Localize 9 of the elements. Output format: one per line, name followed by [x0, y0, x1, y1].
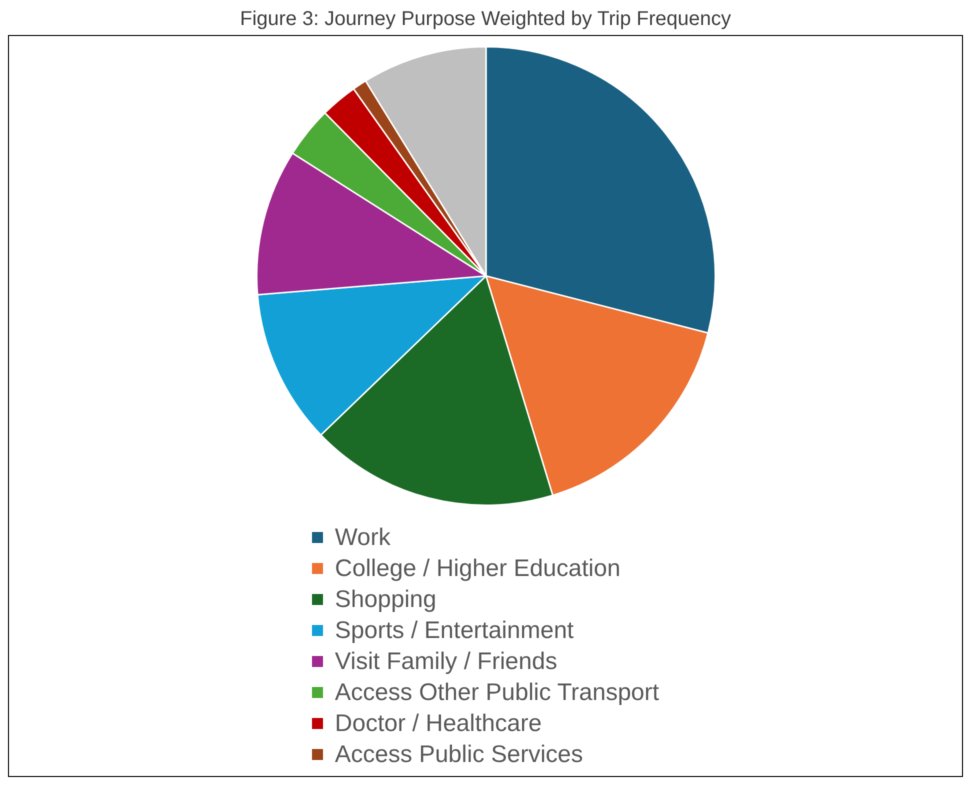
legend-label: Sports / Entertainment: [334, 616, 574, 646]
legend-label: Shopping: [334, 585, 436, 615]
chart-title: Figure 3: Journey Purpose Weighted by Trip Frequency: [239, 8, 732, 31]
legend-label: Work: [334, 523, 390, 553]
legend-label: Access Public Services: [334, 740, 584, 770]
legend-label: Visit Family / Friends: [334, 647, 558, 677]
legend-label: College / Higher Education: [334, 554, 620, 584]
legend-label: Doctor / Healthcare: [334, 709, 542, 739]
legend-label: Access Other Public Transport: [334, 678, 660, 708]
